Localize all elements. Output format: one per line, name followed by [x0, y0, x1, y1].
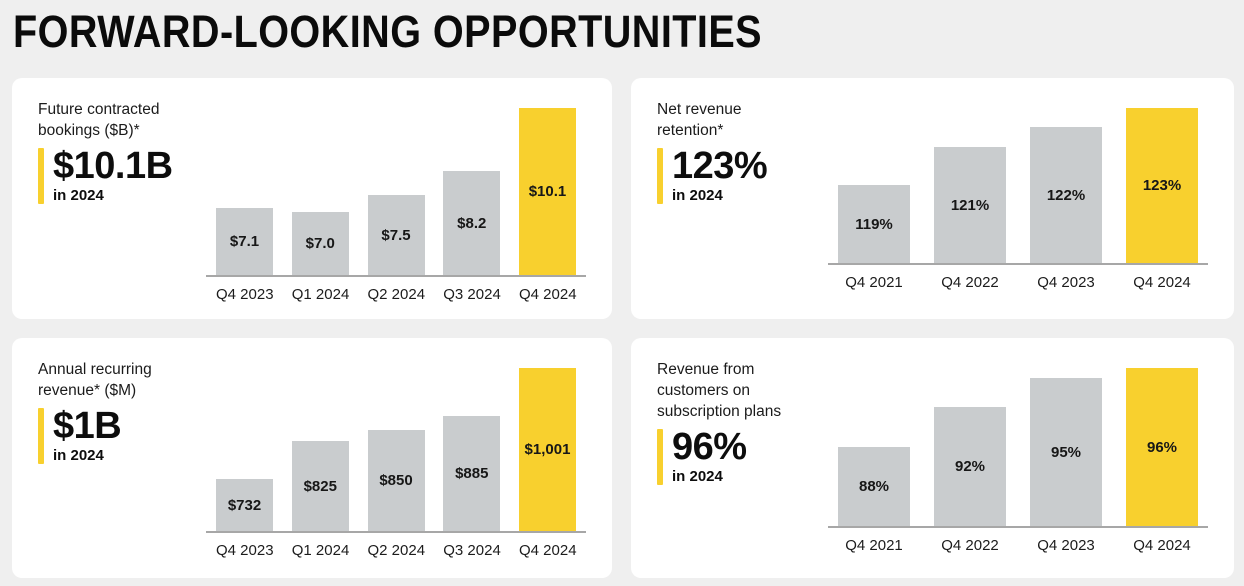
x-axis-label: Q4 2024 — [1133, 274, 1191, 291]
bar: $885 — [443, 416, 501, 531]
bar: $7.0 — [291, 212, 349, 275]
bar-value-label: 88% — [858, 478, 890, 495]
bar-value-label: $850 — [379, 472, 413, 489]
panel-future-contracted-bookings: Future contracted bookings ($B)* $10.1B … — [12, 78, 612, 319]
bar: $850 — [367, 430, 425, 531]
slide-title: FORWARD-LOOKING OPPORTUNITIES — [13, 6, 763, 57]
bar-value-label: $1,001 — [524, 441, 571, 458]
bar-value-label: 121% — [950, 196, 990, 214]
x-axis-label: Q4 2021 — [845, 537, 903, 554]
bar-chart-subscription-revenue: 88% 92% 95% 96% Q4 2021 Q4 2022 Q4 2023 Q4 2024 — [828, 368, 1208, 554]
panel-title: Future contracted bookings ($B)* — [38, 101, 160, 139]
panel-text-block: Revenue from customers on subscription p… — [657, 359, 872, 486]
bar-value-label: $7.0 — [305, 235, 335, 252]
stat-value: 123% — [672, 145, 768, 187]
panel-text-block: Annual recurring revenue* ($M) $1B in 20… — [38, 359, 253, 465]
bar-value-label: 119% — [855, 215, 893, 233]
stat-caption: in 2024 — [53, 187, 104, 205]
bar-value-label: $732 — [227, 496, 262, 514]
x-axis-label: Q4 2022 — [941, 537, 999, 554]
bar: $825 — [291, 441, 349, 531]
bar: 122% — [1030, 127, 1102, 263]
bar-value-label: 123% — [1142, 177, 1182, 194]
x-axis-label: Q1 2024 — [291, 286, 350, 303]
bar-value-label: 96% — [1146, 438, 1178, 456]
stat-block: 96% in 2024 — [657, 426, 872, 486]
x-axis-label: Q1 2024 — [291, 542, 350, 559]
x-axis-label: Q4 2023 — [1037, 274, 1095, 291]
x-axis-label: Q4 2024 — [519, 286, 577, 303]
bar-value-label: $825 — [303, 477, 337, 495]
bar: 121% — [934, 147, 1006, 263]
panel-text-block: Net revenue retention* 123% in 2024 — [657, 99, 872, 205]
x-axis-label: Q4 2023 — [216, 542, 274, 559]
bar: $7.1 — [216, 208, 273, 275]
x-axis-label: Q4 2022 — [941, 274, 999, 291]
bar-value-label: $8.2 — [457, 214, 487, 232]
panel-title: Annual recurring revenue* ($M) — [38, 361, 152, 399]
bar-highlight: 123% — [1126, 108, 1198, 263]
stat-accent-bar — [38, 408, 44, 465]
bar: 88% — [838, 447, 910, 526]
panel-annual-recurring-revenue: Annual recurring revenue* ($M) $1B in 20… — [12, 338, 612, 578]
bar-highlight: $10.1 — [519, 108, 576, 275]
bar-value-label: $885 — [455, 465, 489, 482]
slide-header: FORWARD-LOOKING OPPORTUNITIES — [0, 0, 1244, 57]
bar: $7.5 — [367, 195, 425, 275]
axis-baseline — [828, 526, 1208, 528]
bar-value-label: $7.5 — [381, 226, 411, 244]
axis-baseline — [828, 263, 1208, 265]
x-axis-label: Q4 2024 — [1133, 537, 1191, 554]
bar: $8.2 — [443, 171, 501, 275]
stat-value: 96% — [672, 426, 747, 468]
bar-highlight: $1,001 — [519, 368, 576, 531]
stat-accent-bar — [657, 148, 663, 205]
axis-baseline — [206, 275, 586, 277]
stat-block: $10.1B in 2024 — [38, 145, 253, 205]
bar-value-label: $7.1 — [229, 233, 260, 250]
stat-caption: in 2024 — [53, 447, 104, 465]
bar-value-label: $10.1 — [528, 183, 567, 200]
panel-title: Revenue from customers on subscription p… — [657, 361, 782, 420]
axis-baseline — [206, 531, 586, 533]
stat-block: 123% in 2024 — [657, 145, 872, 205]
x-axis-label: Q2 2024 — [367, 542, 426, 559]
stat-block: $1B in 2024 — [38, 405, 253, 465]
panel-text-block: Future contracted bookings ($B)* $10.1B … — [38, 99, 253, 205]
stat-accent-bar — [38, 148, 44, 205]
panel-net-revenue-retention: Net revenue retention* 123% in 2024 119%… — [631, 78, 1234, 319]
bar-value-label: 122% — [1046, 186, 1086, 204]
x-axis-label: Q2 2024 — [367, 286, 426, 303]
x-axis-label: Q3 2024 — [443, 286, 501, 303]
stat-caption: in 2024 — [672, 468, 723, 486]
x-axis-label: Q4 2024 — [519, 542, 577, 559]
stat-value: $1B — [53, 405, 122, 447]
stat-accent-bar — [657, 429, 663, 486]
bar-highlight: 96% — [1126, 368, 1198, 526]
x-axis-label: Q4 2023 — [1037, 537, 1095, 554]
bar-chart-future-contracted-bookings: $7.1 $7.0 $7.5 $8.2 $10.1 Q4 2023 Q1 2024 Q2 20… — [206, 108, 586, 303]
bar-chart-net-revenue-retention: 119% 121% 122% 123% Q4 2021 Q4 2022 Q4 2023 Q4 … — [828, 108, 1208, 291]
bar: $732 — [216, 479, 273, 531]
bar-value-label: 95% — [1050, 443, 1082, 461]
stat-caption: in 2024 — [672, 187, 723, 205]
x-axis-label: Q3 2024 — [443, 542, 501, 559]
bar-value-label: 92% — [954, 458, 986, 475]
panel-title: Net revenue retention* — [657, 101, 742, 139]
stat-value: $10.1B — [53, 145, 173, 187]
bar: 119% — [838, 185, 910, 263]
x-axis-label: Q4 2021 — [845, 274, 903, 291]
panels-grid: Future contracted bookings ($B)* $10.1B … — [12, 78, 1234, 578]
x-axis-label: Q4 2023 — [216, 286, 274, 303]
bar: 95% — [1030, 378, 1102, 526]
bar: 92% — [934, 407, 1006, 526]
bar-chart-annual-recurring-revenue: $732 $825 $850 $885 $1,001 Q4 2023 Q1 2024 Q2 2… — [206, 368, 586, 559]
panel-subscription-revenue: Revenue from customers on subscription p… — [631, 338, 1234, 578]
